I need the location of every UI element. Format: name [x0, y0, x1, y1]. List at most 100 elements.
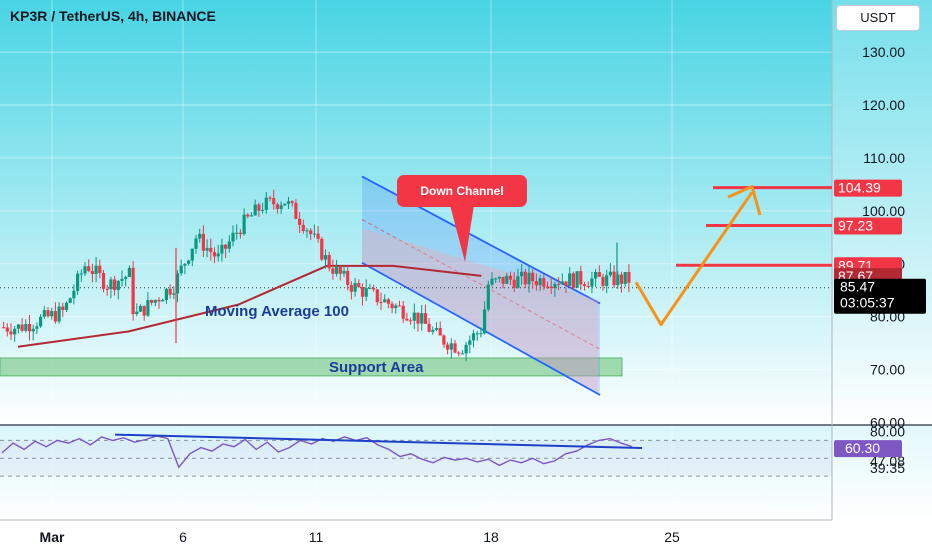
- candle-body: [183, 263, 187, 266]
- candle-body: [68, 298, 72, 303]
- moving-average-label: Moving Average 100: [205, 303, 349, 320]
- candle-body: [442, 335, 446, 345]
- candle-body: [168, 288, 172, 295]
- candle-body: [42, 310, 46, 317]
- candle-body: [127, 267, 131, 277]
- candle-body: [320, 238, 324, 260]
- candle-body: [508, 275, 513, 280]
- candle-body: [409, 320, 413, 322]
- rsi-band: [0, 440, 832, 477]
- candle-body: [357, 283, 361, 288]
- candle-body: [101, 273, 106, 289]
- candle-body: [612, 271, 616, 286]
- candle-body: [157, 299, 161, 302]
- candle-body: [372, 288, 376, 290]
- candle-body: [446, 344, 450, 350]
- candle-body: [35, 326, 39, 329]
- candle-body: [209, 247, 213, 253]
- time-axis-tick-label: 25: [664, 529, 680, 545]
- candle-body: [79, 273, 83, 275]
- candle-body: [150, 299, 154, 303]
- price-axis-tick-label: 110.00: [863, 150, 905, 166]
- support-area-label: Support Area: [329, 359, 424, 376]
- candle-body: [553, 283, 557, 289]
- candle-body: [16, 324, 20, 329]
- candle-body: [501, 276, 505, 284]
- candle-body: [397, 305, 402, 307]
- candle-body: [105, 288, 109, 290]
- candle-body: [161, 300, 165, 302]
- candle-body: [568, 273, 572, 286]
- candle-body: [301, 224, 305, 231]
- candle-body: [90, 271, 94, 274]
- candle-body: [505, 275, 509, 284]
- candle-body: [253, 204, 257, 216]
- candle-body: [309, 230, 313, 235]
- candle-body: [212, 252, 217, 257]
- candle-body: [135, 311, 139, 315]
- candle-body: [360, 287, 365, 297]
- candle-body: [138, 305, 143, 312]
- candle-body: [238, 232, 242, 235]
- price-axis-tick-label: 70.00: [870, 362, 905, 378]
- candle-body: [246, 214, 250, 217]
- candle-body: [434, 328, 439, 330]
- candle-body: [187, 260, 191, 264]
- candle-body: [50, 311, 54, 317]
- candle-body: [490, 278, 494, 285]
- candle-body: [142, 305, 146, 316]
- candle-body: [305, 230, 309, 232]
- candle-body: [109, 279, 113, 290]
- candle-body: [57, 306, 61, 322]
- down-channel-fill: [362, 176, 600, 395]
- candle-body: [383, 299, 387, 303]
- candle-body: [335, 266, 339, 274]
- candle-body: [368, 288, 372, 290]
- candle-body: [94, 265, 98, 274]
- candle-body: [298, 218, 302, 225]
- candle-body: [560, 281, 564, 285]
- price-axis-tick-label: 130.00: [862, 44, 905, 60]
- candle-body: [279, 205, 283, 209]
- current-price-tag: [834, 278, 926, 314]
- candle-body: [179, 265, 183, 274]
- candle-body: [116, 280, 120, 291]
- candle-body: [9, 331, 13, 335]
- candle-body: [379, 302, 383, 304]
- rsi-current-tag-label: 60.30: [845, 440, 880, 456]
- candle-body: [549, 286, 553, 289]
- candle-body: [412, 312, 416, 321]
- candle-body: [468, 340, 472, 345]
- candles-group: [2, 189, 631, 362]
- candle-body: [275, 204, 279, 209]
- candle-body: [261, 209, 265, 211]
- candle-body: [457, 352, 461, 354]
- current-price-tag-label: 85.47: [840, 279, 875, 295]
- candle-body: [564, 281, 568, 286]
- candle-body: [375, 289, 379, 303]
- candle-body: [427, 323, 431, 332]
- candle-body: [220, 244, 224, 254]
- candle-body: [516, 276, 520, 288]
- candle-body: [249, 215, 254, 217]
- candle-body: [579, 271, 583, 285]
- candle-body: [235, 232, 239, 234]
- currency-button[interactable]: USDT: [836, 5, 920, 31]
- candle-body: [475, 333, 479, 335]
- candle-body: [312, 233, 316, 235]
- candle-body: [520, 271, 524, 277]
- candle-body: [420, 313, 424, 324]
- candle-body: [494, 278, 498, 280]
- price-level-tag: [834, 179, 902, 197]
- candle-body: [27, 323, 32, 332]
- candle-body: [460, 353, 464, 355]
- candle-body: [423, 313, 427, 324]
- candle-body: [216, 253, 220, 257]
- candle-body: [486, 284, 490, 310]
- candle-body: [13, 328, 17, 335]
- time-axis-tick-label: 18: [483, 529, 499, 545]
- candle-body: [416, 312, 420, 324]
- rsi-line: [1, 435, 633, 469]
